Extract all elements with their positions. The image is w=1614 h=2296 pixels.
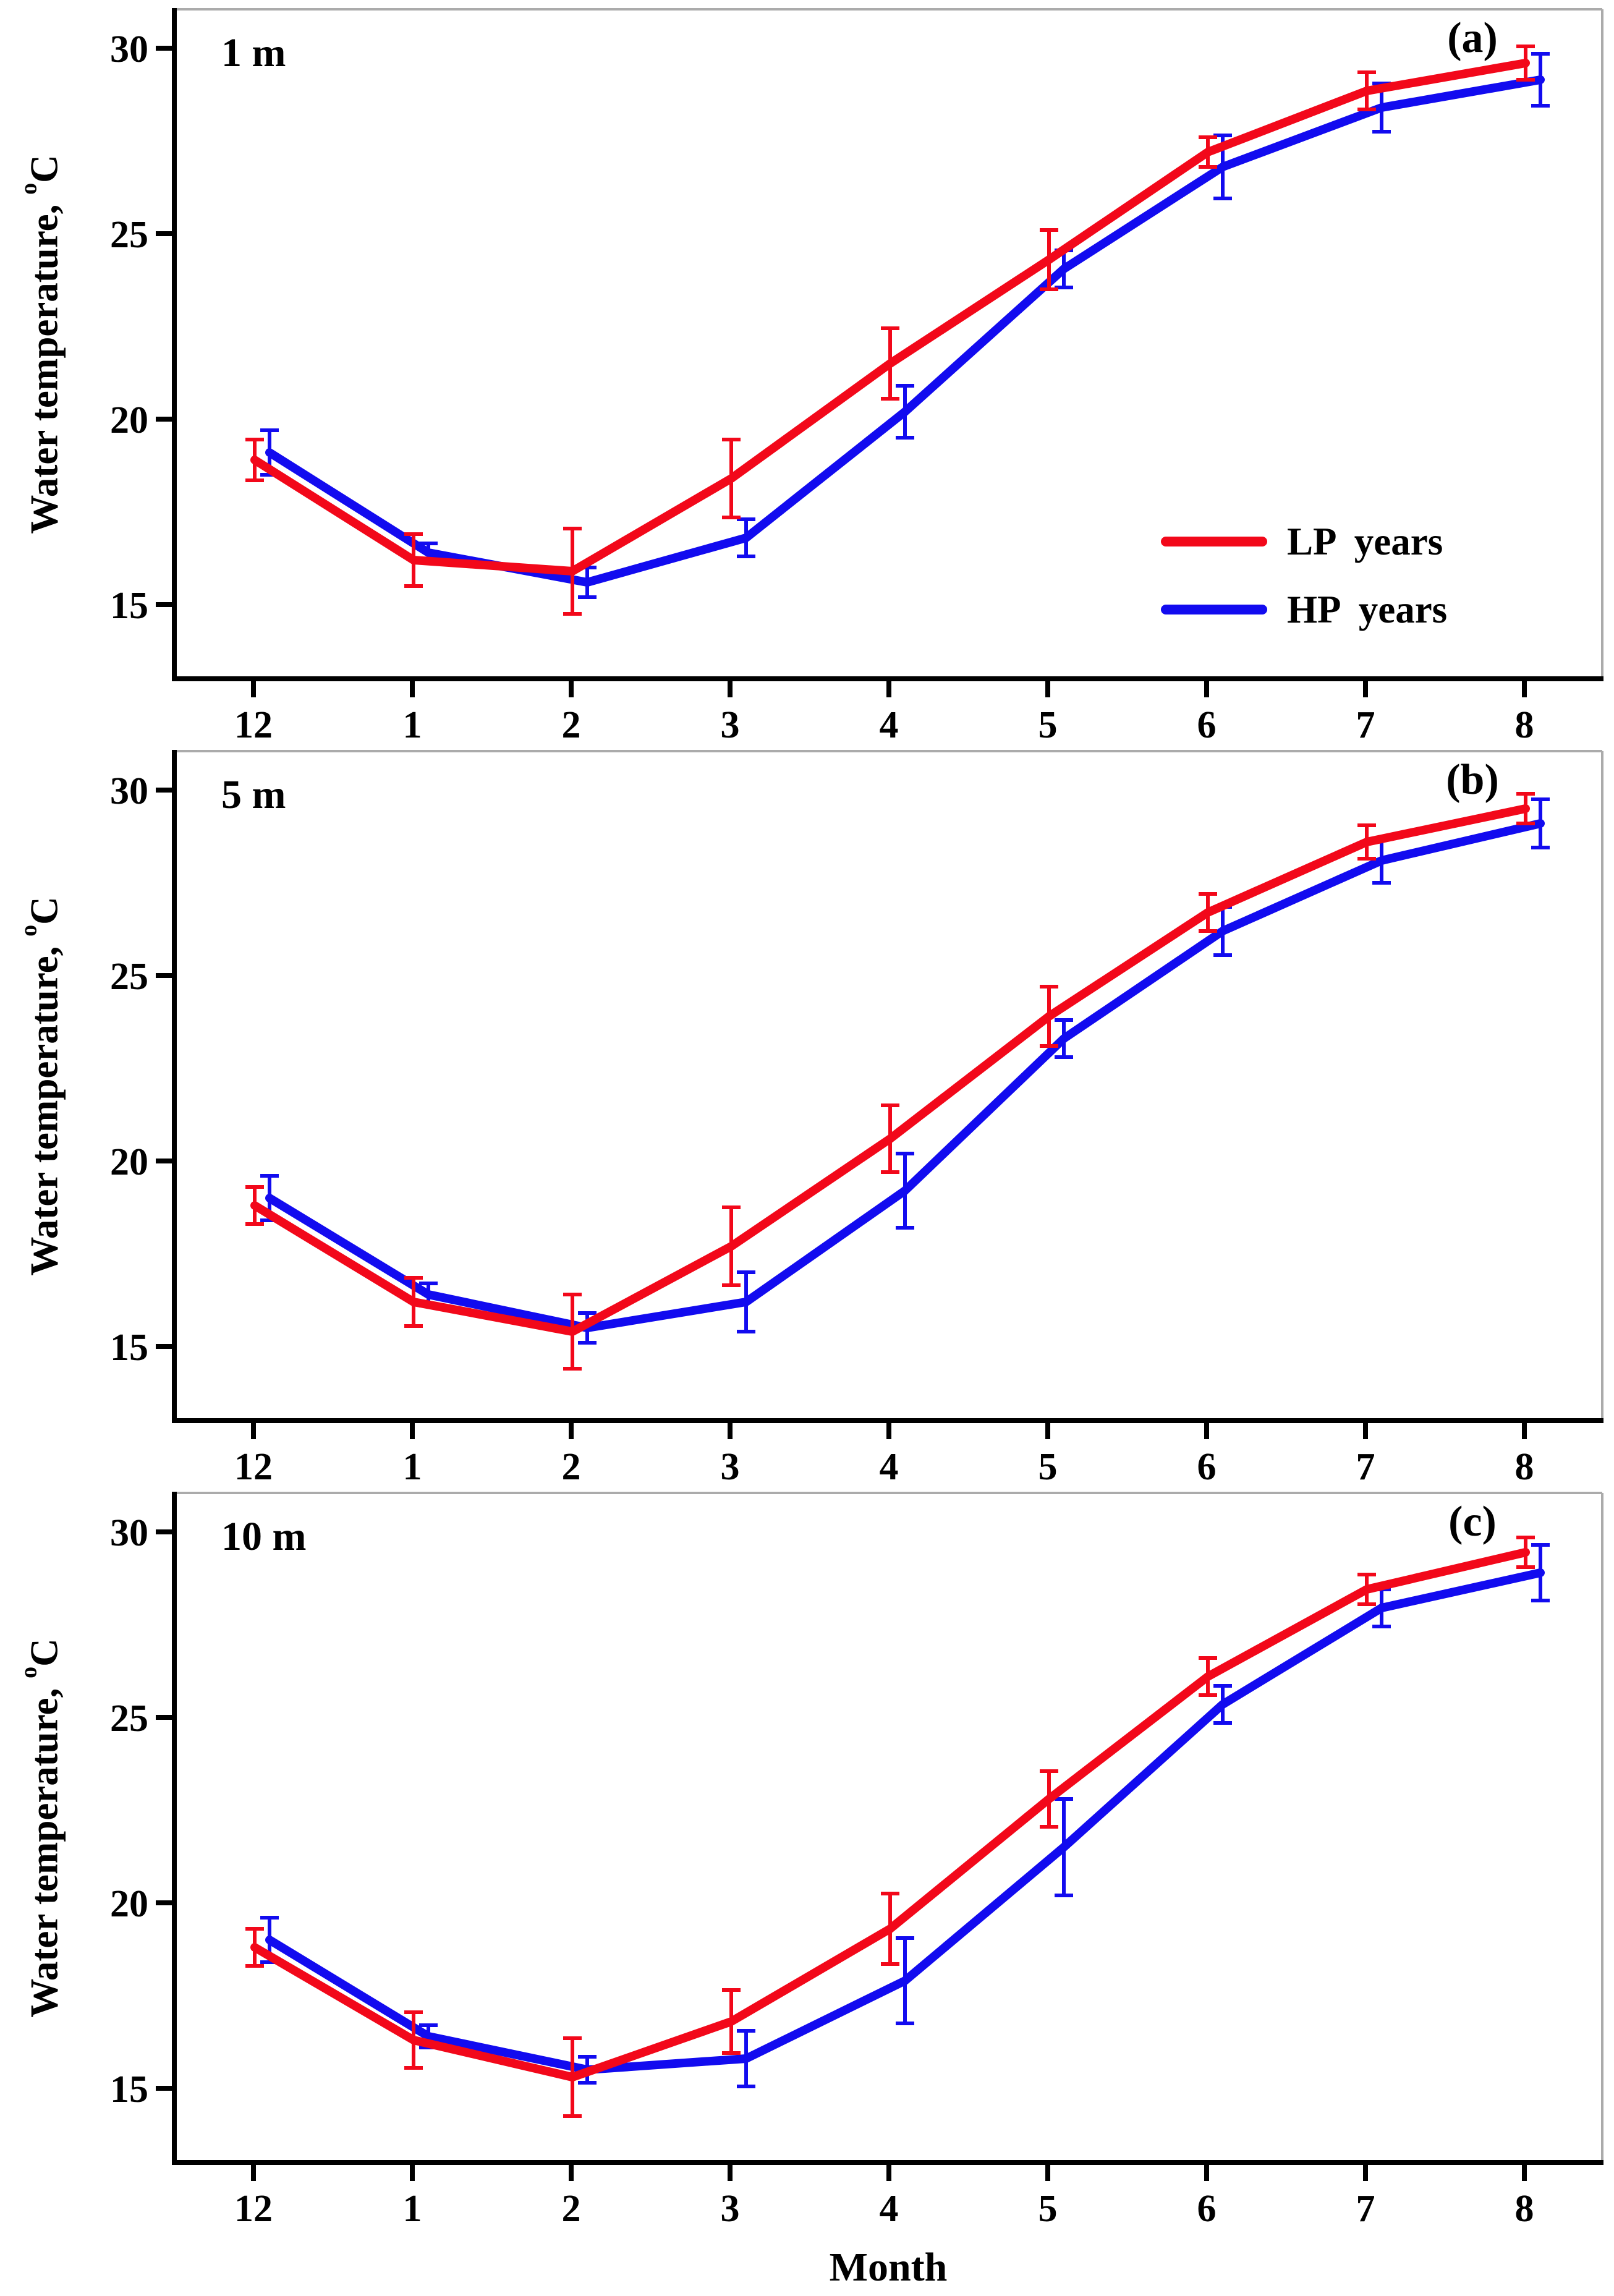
y-tick-label: 30	[110, 770, 148, 812]
x-tick-label: 2	[562, 2188, 581, 2230]
x-tick-label: 1	[403, 2188, 422, 2230]
y-tick-label: 20	[110, 1141, 148, 1183]
hp-series-line	[265, 1568, 1545, 2074]
lp-series-line	[250, 804, 1530, 1336]
x-tick-label: 12	[234, 2188, 273, 2230]
x-tick-label: 5	[1038, 1446, 1058, 1488]
legend-label: HP years	[1287, 587, 1448, 631]
x-tick-label: 3	[721, 1446, 740, 1488]
x-tick-label: 1	[403, 704, 422, 746]
lp-line-swatch	[1161, 537, 1267, 546]
y-axis-label-text: Water temperature,	[22, 936, 66, 1276]
x-tick-label: 5	[1038, 704, 1058, 746]
y-tick-label: 30	[110, 28, 148, 70]
y-tick-label: 25	[110, 214, 148, 256]
y-tick-label: 25	[110, 1698, 148, 1740]
degree-superscript: o	[15, 924, 42, 937]
x-tick-label: 4	[880, 1446, 899, 1488]
x-tick-label: 7	[1356, 704, 1375, 746]
x-axis-label: Month	[829, 2245, 948, 2290]
panel-letter-a: (a)	[1447, 14, 1498, 62]
hp-error-bars	[260, 797, 1550, 1345]
depth-label-5m: 5 m	[221, 772, 286, 817]
x-tick-label: 3	[721, 2188, 740, 2230]
unit-text: C	[22, 896, 66, 925]
lp-series-line	[250, 1548, 1530, 2081]
hp-series-line	[265, 75, 1545, 587]
y-tick-label: 15	[110, 1327, 148, 1369]
x-tick-label: 8	[1515, 2188, 1534, 2230]
legend-item-lp-years: LP years	[1161, 515, 1447, 568]
degree-superscript: o	[15, 1666, 42, 1678]
x-tick-label: 1	[403, 1446, 422, 1488]
depth-label-10m: 10 m	[221, 1514, 307, 1559]
panel-letter-c: (c)	[1448, 1498, 1497, 1546]
x-tick-label: 7	[1356, 2188, 1375, 2230]
x-tick-label: 2	[562, 704, 581, 746]
y-tick-label: 25	[110, 956, 148, 998]
x-tick-label: 4	[880, 704, 899, 746]
x-tick-label: 5	[1038, 2188, 1058, 2230]
y-tick-label: 30	[110, 1512, 148, 1554]
y-tick-label: 20	[110, 399, 148, 441]
x-tick-label: 7	[1356, 1446, 1375, 1488]
panel-letter-b: (b)	[1446, 756, 1499, 804]
unit-text: C	[22, 1638, 66, 1667]
y-axis-label-panel-a: Water temperature, oC	[16, 155, 67, 534]
unit-text: C	[22, 155, 66, 183]
x-tick-label: 6	[1197, 2188, 1217, 2230]
x-tick-label: 6	[1197, 1446, 1217, 1488]
x-tick-label: 4	[880, 2188, 899, 2230]
x-tick-label: 6	[1197, 704, 1217, 746]
y-axis-label-panel-c: Water temperature, oC	[16, 1638, 67, 2018]
legend-label: LP years	[1287, 519, 1443, 563]
lp-series-line	[250, 59, 1530, 576]
degree-superscript: o	[15, 182, 42, 195]
x-tick-label: 2	[562, 1446, 581, 1488]
x-tick-label: 12	[234, 704, 273, 746]
legend: LP years HP years	[1161, 515, 1447, 636]
y-tick-label: 15	[110, 585, 148, 627]
y-axis-label-text: Water temperature,	[22, 194, 66, 534]
y-tick-label: 15	[110, 2069, 148, 2111]
hp-series-line	[265, 819, 1545, 1332]
legend-item-hp-years: HP years	[1161, 583, 1447, 636]
hp-line-swatch	[1161, 605, 1267, 614]
x-tick-label: 8	[1515, 704, 1534, 746]
x-tick-label: 3	[721, 704, 740, 746]
lp-error-bars	[245, 1536, 1535, 2118]
y-axis-label-text: Water temperature,	[22, 1678, 66, 2018]
y-tick-label: 20	[110, 1883, 148, 1925]
x-tick-label: 8	[1515, 1446, 1534, 1488]
y-axis-label-panel-b: Water temperature, oC	[16, 896, 67, 1276]
depth-label-1m: 1 m	[221, 30, 286, 75]
x-tick-label: 12	[234, 1446, 273, 1488]
